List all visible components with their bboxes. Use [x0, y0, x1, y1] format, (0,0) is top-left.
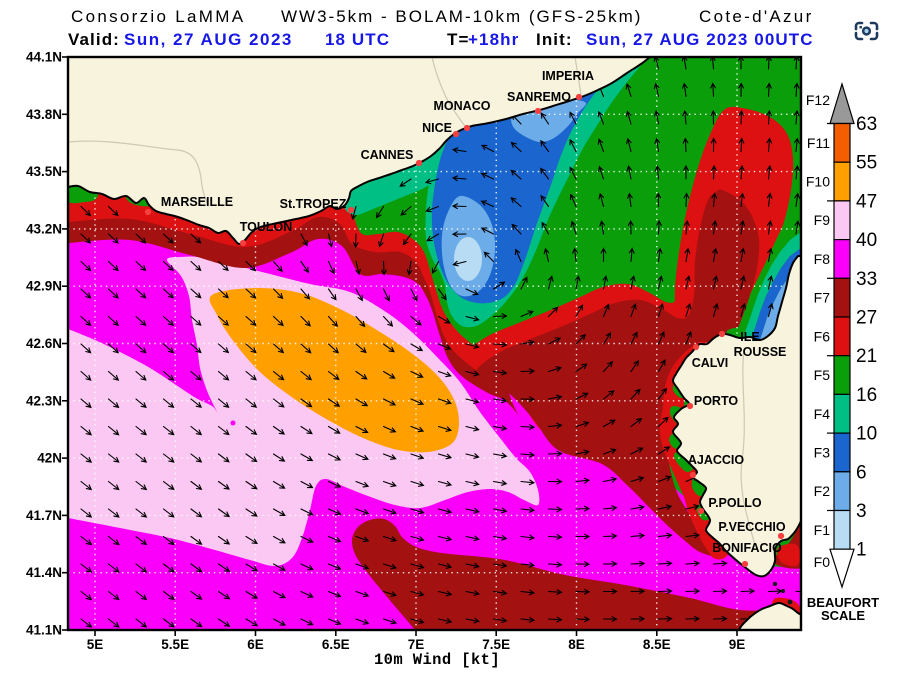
svg-text:8.5E: 8.5E	[643, 637, 671, 652]
svg-text:41.7N: 41.7N	[26, 508, 62, 523]
svg-text:F9: F9	[814, 212, 831, 228]
svg-text:43.2N: 43.2N	[26, 221, 62, 236]
svg-text:6E: 6E	[247, 637, 264, 652]
svg-text:55: 55	[856, 153, 877, 174]
svg-text:Cote-d'Azur: Cote-d'Azur	[699, 7, 814, 26]
svg-text:42.6N: 42.6N	[26, 336, 62, 351]
svg-text:BONIFACIO: BONIFACIO	[712, 541, 782, 555]
svg-text:CALVI: CALVI	[692, 356, 729, 370]
svg-text:SANREMO: SANREMO	[507, 90, 571, 104]
svg-text:F6: F6	[814, 328, 831, 344]
svg-text:Valid:: Valid:	[68, 30, 120, 49]
svg-text:42.3N: 42.3N	[26, 393, 62, 408]
svg-text:MARSEILLE: MARSEILLE	[161, 195, 233, 209]
svg-text:P.POLLO: P.POLLO	[708, 496, 762, 510]
svg-text:WW3-5km - BOLAM-10km (GFS-25km: WW3-5km - BOLAM-10km (GFS-25km)	[281, 7, 642, 26]
svg-text:F0: F0	[814, 554, 831, 570]
svg-text:43.5N: 43.5N	[26, 164, 62, 179]
svg-text:47: 47	[856, 191, 877, 212]
svg-text:F12: F12	[806, 92, 830, 108]
svg-text:9E: 9E	[729, 637, 746, 652]
svg-text:St.TROPEZ: St.TROPEZ	[280, 197, 347, 211]
svg-text:7E: 7E	[408, 637, 425, 652]
svg-text:5E: 5E	[87, 637, 104, 652]
svg-text:42.9N: 42.9N	[26, 279, 62, 294]
svg-text:F8: F8	[814, 251, 831, 267]
svg-text:7.5E: 7.5E	[482, 637, 510, 652]
svg-text:PORTO: PORTO	[694, 394, 738, 408]
svg-text:T=: T=	[447, 30, 470, 49]
svg-text:1: 1	[856, 540, 867, 561]
svg-text:Sun, 27 AUG 2023: Sun, 27 AUG 2023	[124, 30, 293, 49]
svg-text:MONACO: MONACO	[434, 99, 491, 113]
svg-text:F3: F3	[814, 445, 831, 461]
svg-text:Consorzio LaMMA: Consorzio LaMMA	[71, 7, 245, 26]
svg-text:21: 21	[856, 346, 877, 367]
svg-text:BEAUFORT: BEAUFORT	[807, 595, 879, 610]
svg-text:F7: F7	[814, 290, 831, 306]
svg-text:ILE: ILE	[740, 330, 759, 344]
svg-text:27: 27	[856, 308, 877, 329]
svg-text:8E: 8E	[568, 637, 585, 652]
svg-text:63: 63	[856, 114, 877, 135]
svg-text:41.1N: 41.1N	[26, 623, 62, 638]
svg-text:16: 16	[856, 385, 877, 406]
svg-text:IMPERIA: IMPERIA	[542, 69, 594, 83]
svg-text:+18hr: +18hr	[468, 30, 519, 49]
svg-text:5.5E: 5.5E	[161, 637, 189, 652]
svg-text:3: 3	[856, 501, 867, 522]
svg-text:F1: F1	[814, 522, 831, 538]
svg-text:6: 6	[856, 462, 867, 483]
svg-text:Sun, 27 AUG 2023 00UTC: Sun, 27 AUG 2023 00UTC	[586, 30, 814, 49]
svg-text:18 UTC: 18 UTC	[325, 30, 390, 49]
svg-text:P.VECCHIO: P.VECCHIO	[718, 520, 785, 534]
svg-text:AJACCIO: AJACCIO	[688, 453, 745, 467]
svg-text:41.4N: 41.4N	[26, 565, 62, 580]
svg-text:6.5E: 6.5E	[322, 637, 350, 652]
svg-text:40: 40	[856, 230, 877, 251]
svg-text:42N: 42N	[37, 451, 62, 466]
svg-text:33: 33	[856, 269, 877, 290]
svg-text:10: 10	[856, 424, 877, 445]
svg-text:F2: F2	[814, 483, 831, 499]
svg-text:43.8N: 43.8N	[26, 107, 62, 122]
svg-text:NICE: NICE	[422, 121, 452, 135]
svg-text:44.1N: 44.1N	[26, 50, 62, 65]
svg-text:F11: F11	[807, 135, 830, 151]
svg-text:F5: F5	[814, 367, 831, 383]
svg-text:Init:: Init:	[536, 30, 573, 49]
svg-text:F10: F10	[806, 174, 830, 190]
svg-text:F4: F4	[814, 406, 831, 422]
svg-text:10m Wind [kt]: 10m Wind [kt]	[374, 651, 500, 669]
svg-text:TOULON: TOULON	[240, 220, 293, 234]
svg-text:ROUSSE: ROUSSE	[734, 345, 787, 359]
svg-text:CANNES: CANNES	[361, 148, 414, 162]
svg-text:SCALE: SCALE	[821, 608, 865, 623]
